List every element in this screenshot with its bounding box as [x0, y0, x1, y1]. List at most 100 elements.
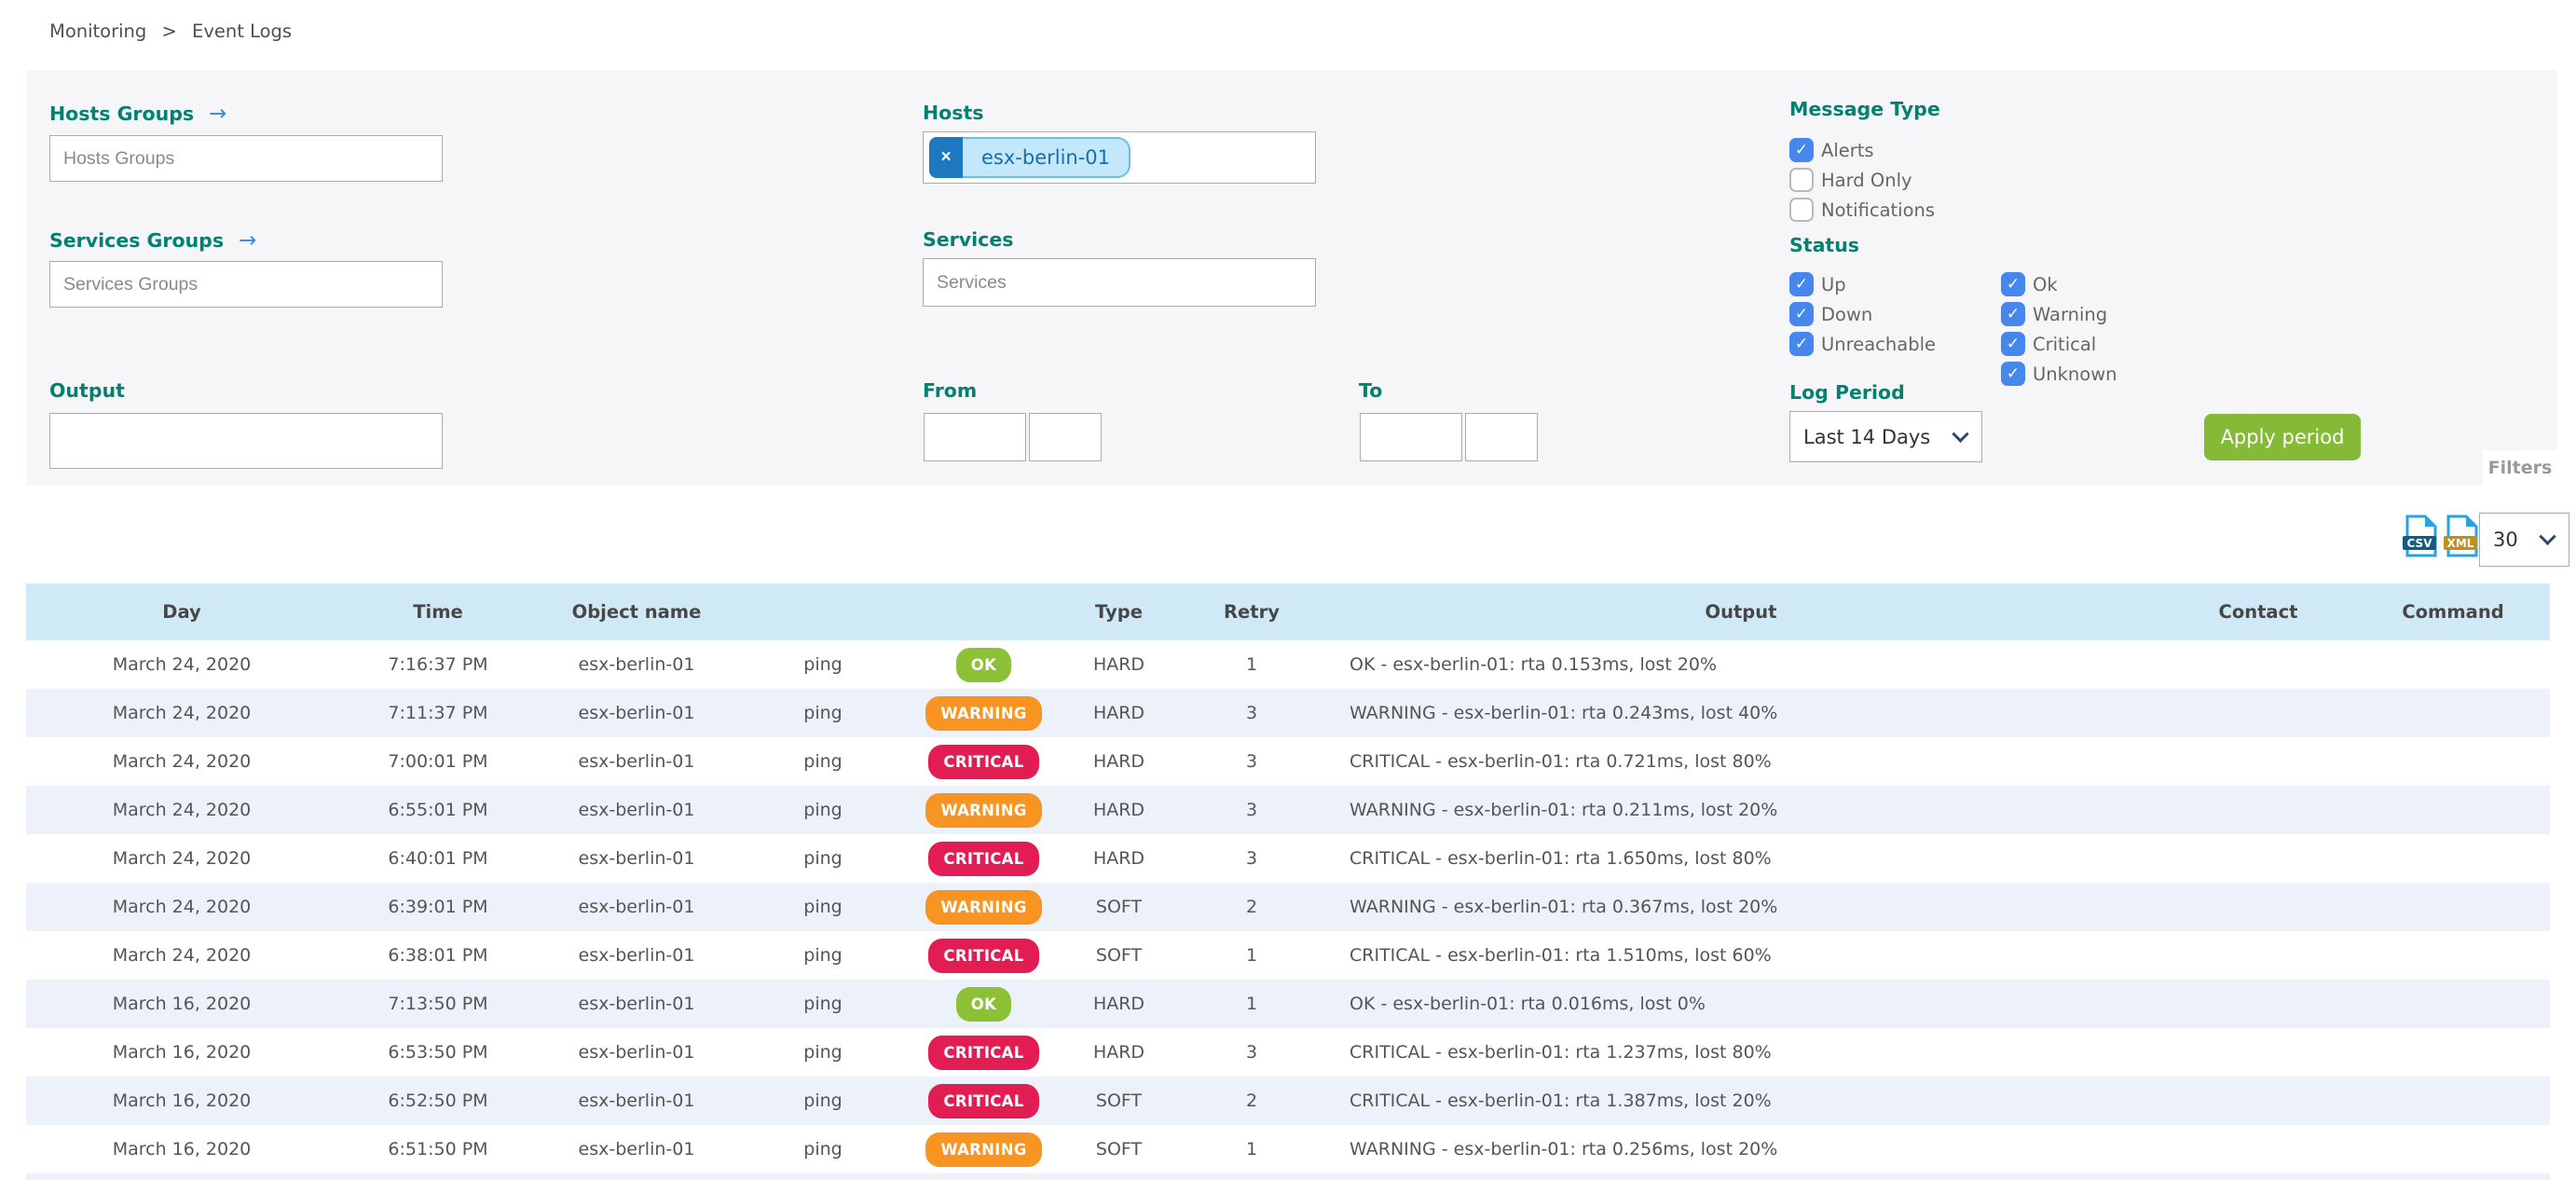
service-cell: ping [803, 751, 843, 772]
services-groups-label: Services Groups → [49, 228, 257, 253]
export-csv-icon[interactable]: CSV [2401, 515, 2438, 557]
table-body: March 24, 2020 7:16:37 PM esx-berlin-01 pin… [26, 640, 2550, 1180]
checked-checkbox-icon[interactable]: ✓ [2001, 272, 2025, 296]
output-cell: WARNING - esx-berlin-01: rta 0.211ms, lo… [1350, 800, 1778, 820]
command-cell [2356, 737, 2550, 786]
message-type-label: Message Type [1789, 98, 1940, 120]
output-input[interactable] [49, 413, 443, 469]
checked-checkbox-icon[interactable]: ✓ [2001, 332, 2025, 356]
command-cell [2356, 883, 2550, 931]
time-cell: 6:39:01 PM [388, 897, 488, 917]
status-host-checkbox-group: ✓ Up ✓ Down ✓ Unreachable [1789, 269, 1936, 359]
retry-cell: 2 [1245, 897, 1258, 917]
status-badge: CRITICAL [928, 1035, 1039, 1070]
checkbox-option: Notifications [1789, 195, 1935, 225]
status-cell: OK [911, 640, 1056, 689]
command-cell [2356, 834, 2550, 883]
output-cell: CRITICAL - esx-berlin-01: rta 0.721ms, l… [1350, 751, 1772, 772]
services-groups-input[interactable] [49, 261, 443, 308]
event-log-table: Day Time Object name Type Retry Output Contact… [26, 583, 2550, 1180]
status-badge: WARNING [925, 792, 1042, 828]
checkbox-label: Unknown [2033, 363, 2117, 385]
services-groups-arrow-icon[interactable]: → [239, 228, 257, 253]
from-label: From [923, 379, 978, 402]
time-cell: 7:00:01 PM [388, 751, 488, 772]
output-cell: OK - esx-berlin-01: rta 0.016ms, lost 0% [1350, 994, 1706, 1014]
column-header: Command [2402, 601, 2504, 623]
service-cell: ping [803, 994, 843, 1014]
table-row: March 24, 2020 6:40:01 PM esx-berlin-01 pin… [26, 834, 2550, 883]
checked-checkbox-icon[interactable]: ✓ [1789, 302, 1814, 326]
output-cell: WARNING - esx-berlin-01: rta 0.256ms, lo… [1350, 1139, 1778, 1159]
type-cell: SOFT [1095, 897, 1143, 917]
checkbox-label: Notifications [1821, 199, 1936, 221]
table-row: March 24, 2020 7:11:37 PM esx-berlin-01 pin… [26, 689, 2550, 737]
output-cell: CRITICAL - esx-berlin-01: rta 1.387ms, l… [1350, 1091, 1772, 1111]
log-period-select[interactable]: Last 14 Days [1790, 412, 1981, 461]
table-header-row: Day Time Object name Type Retry Output Contact… [26, 583, 2550, 640]
type-cell: SOFT [1095, 1139, 1143, 1159]
export-xml-icon[interactable]: XML [2442, 515, 2479, 557]
status-badge: CRITICAL [928, 938, 1039, 973]
type-cell: HARD [1092, 994, 1145, 1014]
checked-checkbox-icon[interactable]: ✓ [1789, 332, 1814, 356]
checked-checkbox-icon[interactable]: ✓ [2001, 362, 2025, 386]
log-period-select-wrap: Last 14 Days [1789, 411, 1982, 462]
to-date-input[interactable] [1360, 413, 1462, 461]
to-time-input[interactable] [1465, 413, 1538, 461]
services-label: Services [923, 228, 1014, 251]
day-cell: March 24, 2020 [112, 654, 252, 675]
checkbox-label: Down [1821, 303, 1873, 325]
breadcrumb-item-monitoring[interactable]: Monitoring [49, 21, 147, 42]
retry-cell: 3 [1245, 1042, 1258, 1063]
table-row: March 24, 2020 6:55:01 PM esx-berlin-01 pin… [26, 786, 2550, 834]
remove-tag-button[interactable]: × [929, 137, 963, 178]
type-cell: SOFT [1095, 1091, 1143, 1111]
status-cell: WARNING [911, 883, 1056, 931]
object-name-cell: esx-berlin-01 [578, 945, 695, 966]
contact-cell [2160, 737, 2356, 786]
type-cell: HARD [1092, 703, 1145, 723]
status-badge: WARNING [925, 889, 1042, 925]
day-cell: March 16, 2020 [112, 1042, 252, 1063]
from-date-input[interactable] [924, 413, 1026, 461]
breadcrumb-item-event-logs[interactable]: Event Logs [192, 21, 293, 42]
page-size-select[interactable]: 30 [2480, 514, 2569, 566]
checkbox-option: ✓ Down [1789, 299, 1936, 329]
service-cell: ping [803, 1091, 843, 1111]
checked-checkbox-icon[interactable]: ✓ [1789, 272, 1814, 296]
object-name-cell: esx-berlin-01 [578, 1139, 695, 1159]
services-input[interactable] [923, 258, 1316, 307]
hosts-groups-input[interactable] [49, 135, 443, 182]
checkbox-label: Warning [2033, 303, 2108, 325]
output-cell: CRITICAL - esx-berlin-01: rta 1.510ms, l… [1350, 945, 1772, 966]
message-type-checkbox-group: ✓ Alerts Hard Only Notifications [1789, 135, 1935, 225]
table-row: March 24, 2020 7:00:01 PM esx-berlin-01 pin… [26, 737, 2550, 786]
object-name-cell: esx-berlin-01 [578, 1091, 695, 1111]
column-header [734, 583, 911, 640]
retry-cell: 2 [1245, 1091, 1258, 1111]
service-cell: ping [803, 945, 843, 966]
time-cell: 6:53:50 PM [388, 1042, 488, 1063]
day-cell: March 24, 2020 [112, 703, 252, 723]
checkbox-label: Up [1821, 273, 1846, 295]
hosts-groups-arrow-icon[interactable]: → [209, 102, 227, 126]
checkbox-option: Hard Only [1789, 165, 1935, 195]
unchecked-checkbox-icon[interactable] [1789, 168, 1814, 192]
checked-checkbox-icon[interactable]: ✓ [1789, 138, 1814, 162]
unchecked-checkbox-icon[interactable] [1789, 198, 1814, 222]
hosts-input[interactable]: × esx-berlin-01 [923, 131, 1316, 184]
checkbox-option: ✓ Critical [2001, 329, 2117, 359]
checked-checkbox-icon[interactable]: ✓ [2001, 302, 2025, 326]
checkbox-option: ✓ Alerts [1789, 135, 1935, 165]
command-cell [2356, 786, 2550, 834]
apply-period-button[interactable]: Apply period [2204, 414, 2361, 460]
filters-tab[interactable]: Filters [2483, 450, 2557, 486]
hosts-label: Hosts [923, 102, 984, 124]
log-period-label: Log Period [1789, 381, 1905, 404]
xml-icon-label: XML [2447, 537, 2474, 550]
column-header [911, 583, 1056, 640]
from-time-input[interactable] [1029, 413, 1102, 461]
breadcrumb-separator: > [161, 21, 177, 42]
time-cell: 7:13:50 PM [388, 994, 488, 1014]
